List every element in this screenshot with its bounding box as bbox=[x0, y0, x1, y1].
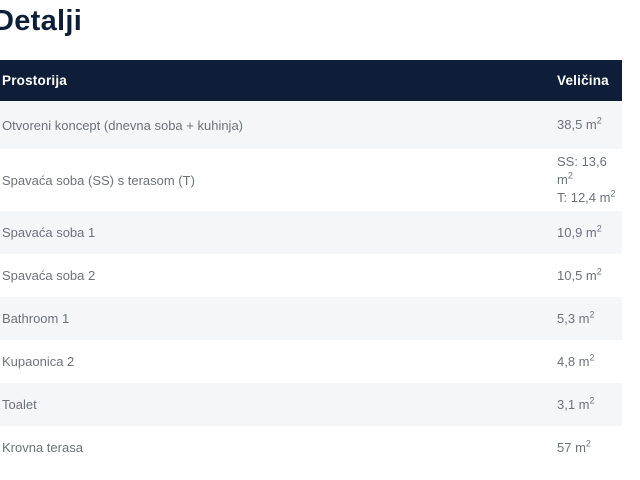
table-row: Spavaća soba 1 10,9 m2 bbox=[0, 211, 622, 254]
room-size: 57 m2 bbox=[557, 438, 591, 455]
room-name: Spavaća soba 2 bbox=[2, 268, 96, 283]
column-header-room: Prostorija bbox=[2, 73, 68, 88]
room-name: Toalet bbox=[2, 397, 37, 412]
room-size: 10,5 m2 bbox=[557, 266, 602, 283]
table-row: Otvoreni koncept (dnevna soba + kuhinja)… bbox=[0, 101, 622, 149]
room-size: SS: 13,6 m2 T: 12,4 m2 bbox=[557, 154, 616, 205]
room-name: Spavaća soba (SS) s terasom (T) bbox=[2, 172, 195, 188]
room-name: Kupaonica 2 bbox=[2, 354, 75, 369]
column-header-size: Veličina bbox=[557, 72, 609, 88]
table-body: Otvoreni koncept (dnevna soba + kuhinja)… bbox=[0, 101, 622, 469]
page-title: Detalji bbox=[0, 5, 83, 37]
room-size: 38,5 m2 bbox=[557, 115, 602, 132]
room-size: 3,1 m2 bbox=[557, 395, 595, 412]
table-row: Spavaća soba (SS) s terasom (T) SS: 13,6… bbox=[0, 149, 622, 211]
room-name: Krovna terasa bbox=[2, 440, 83, 455]
room-name: Otvoreni koncept (dnevna soba + kuhinja) bbox=[2, 117, 244, 133]
room-name: Bathroom 1 bbox=[2, 311, 70, 326]
table-row: Bathroom 1 5,3 m2 bbox=[0, 297, 622, 340]
table-row: Kupaonica 2 4,8 m2 bbox=[0, 340, 622, 383]
room-size: 5,3 m2 bbox=[557, 309, 595, 326]
room-size: 10,9 m2 bbox=[557, 223, 602, 240]
table-row: Spavaća soba 2 10,5 m2 bbox=[0, 254, 622, 297]
table-row: Krovna terasa 57 m2 bbox=[0, 426, 622, 469]
room-name: Spavaća soba 1 bbox=[2, 225, 96, 240]
room-size-table: Prostorija Veličina Otvoreni koncept (dn… bbox=[0, 60, 622, 469]
room-size: 4,8 m2 bbox=[557, 352, 595, 369]
table-row: Toalet 3,1 m2 bbox=[0, 383, 622, 426]
table-header-row: Prostorija Veličina bbox=[0, 60, 622, 101]
